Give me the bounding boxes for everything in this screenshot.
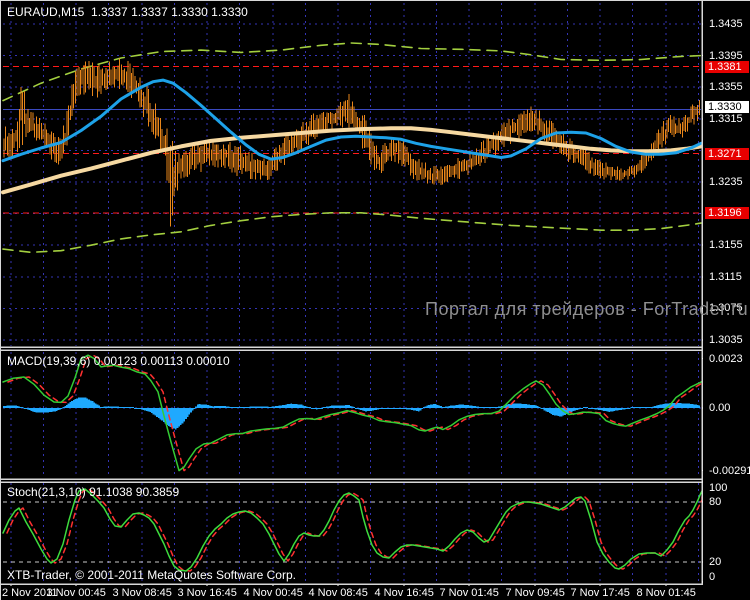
price-axis[interactable]: 1.3435 1.3395 1.3355 1.3315 1.3235 1.3155 1.31… xyxy=(703,1,750,585)
time-axis[interactable]: 2 Nov 2011 3 Nov 00:45 3 Nov 08:45 3 Nov 16… xyxy=(1,586,750,600)
stoch-tick-label: 80 xyxy=(709,496,722,508)
current-price-tag: 1.3330 xyxy=(705,100,749,113)
price-tick-label: 1.3395 xyxy=(709,49,743,62)
macd-name: MACD(19,39,6) xyxy=(7,354,91,368)
time-tick-label: 8 Nov 01:45 xyxy=(636,587,696,599)
stoch-tick-label: 20 xyxy=(709,556,722,568)
time-tick-label: 7 Nov 01:45 xyxy=(439,587,499,599)
macd-values: 0.00123 0.00113 0.00010 xyxy=(93,354,230,368)
time-tick-label: 3 Nov 08:45 xyxy=(112,587,172,599)
chart-title: EURAUD,M15 1.3337 1.3337 1.3330 1.3330 xyxy=(7,5,248,19)
price-tick-label: 1.3035 xyxy=(709,334,743,346)
time-tick-label: 7 Nov 09:45 xyxy=(505,587,565,599)
price-tick-label: 1.3075 xyxy=(709,302,743,315)
level-price-tag: 1.3381 xyxy=(705,60,749,73)
copyright-text: XTB-Trader, © 2001-2011 MetaQuotes Softw… xyxy=(7,568,296,582)
macd-tick-label: 0.00 xyxy=(709,402,731,414)
price-tick-label: 1.3355 xyxy=(709,81,743,94)
time-tick-label: 2 Nov 2011 xyxy=(2,587,58,599)
time-tick-label: 7 Nov 17:45 xyxy=(570,587,630,599)
time-tick-label: 3 Nov 00:45 xyxy=(46,587,106,599)
time-tick-label: 4 Nov 08:45 xyxy=(308,587,368,599)
ohlc-values: 1.3337 1.3337 1.3330 1.3330 xyxy=(91,5,248,19)
price-tick-label: 1.3315 xyxy=(709,112,743,125)
time-tick-label: 4 Nov 00:45 xyxy=(243,587,303,599)
stoch-tick-label: 0 xyxy=(709,571,716,583)
price-tick-label: 1.3115 xyxy=(709,270,742,283)
stoch-name: Stoch(21,3,10) xyxy=(7,485,86,499)
macd-tick-label: -0.00291 xyxy=(709,464,750,477)
time-tick-label: 3 Nov 16:45 xyxy=(177,587,237,599)
price-tick-label: 1.3235 xyxy=(709,176,743,188)
stoch-values: 91.1038 90.3859 xyxy=(89,485,180,499)
price-tick-label: 1.3155 xyxy=(709,239,743,252)
watermark-text: Портал для трейдеров - ForTrader.ru xyxy=(425,299,749,319)
stoch-tick-label: 100 xyxy=(709,482,728,494)
level-price-tag: 1.3196 xyxy=(705,206,749,219)
price-tick-label: 1.3435 xyxy=(709,18,743,30)
macd-indicator-label: MACD(19,39,6) 0.00123 0.00113 0.00010 xyxy=(7,354,230,368)
macd-tick-label: 0.0023 xyxy=(709,352,743,365)
symbol-timeframe-label: EURAUD,M15 xyxy=(7,5,85,19)
time-tick-label: 4 Nov 16:45 xyxy=(374,587,434,599)
stoch-indicator-label: Stoch(21,3,10) 91.1038 90.3859 xyxy=(7,485,179,499)
level-price-tag: 1.3271 xyxy=(705,147,749,160)
